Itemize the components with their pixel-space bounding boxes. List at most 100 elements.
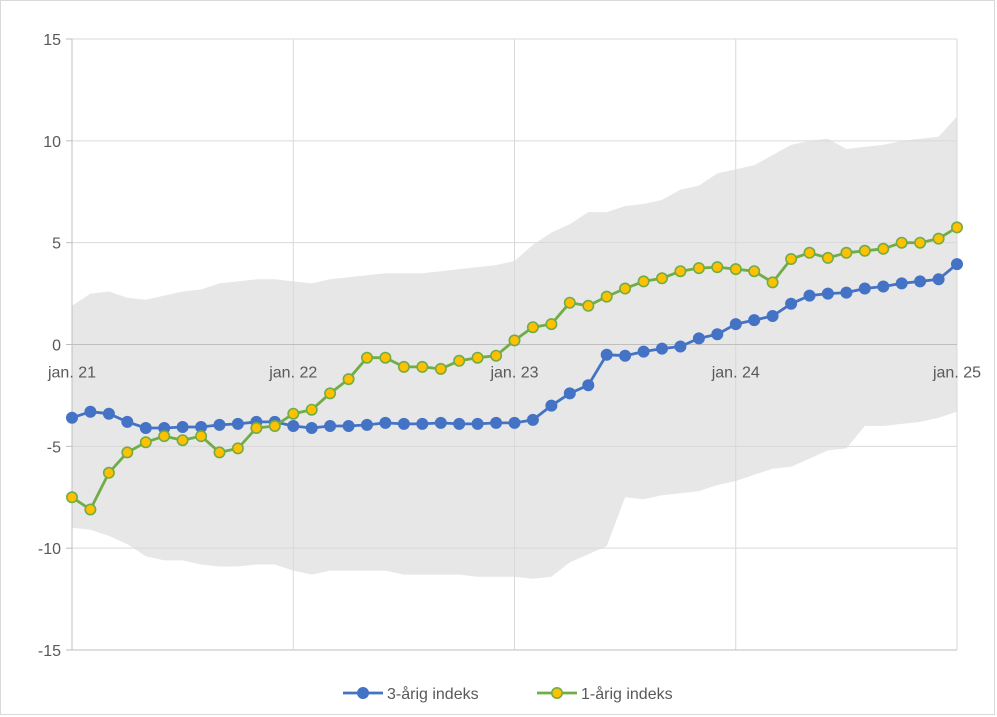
- legend-item: 3-årig indeks: [343, 685, 479, 703]
- data-point: [324, 419, 337, 432]
- data-point: [619, 349, 632, 362]
- series-layer: [66, 221, 963, 516]
- data-point: [545, 318, 558, 331]
- data-point: [397, 360, 410, 373]
- y-tick-label: 5: [52, 236, 61, 253]
- data-point: [305, 403, 318, 416]
- legend-label: 3-årig indeks: [387, 685, 479, 703]
- data-point: [360, 351, 373, 364]
- data-point: [692, 332, 705, 345]
- data-point: [508, 334, 521, 347]
- data-point: [655, 272, 668, 285]
- data-point: [692, 262, 705, 275]
- data-point: [711, 261, 724, 274]
- data-point: [176, 434, 189, 447]
- data-point: [821, 287, 834, 300]
- data-point: [231, 442, 244, 455]
- data-point: [655, 342, 668, 355]
- data-point: [950, 258, 963, 271]
- data-point: [895, 236, 908, 249]
- series-2: [66, 221, 963, 516]
- data-point: [213, 446, 226, 459]
- y-tick-labels: 15 10 5 0 -5 -10 -15: [38, 32, 61, 660]
- legend-label: 1-årig indeks: [581, 685, 673, 703]
- data-point: [471, 351, 484, 364]
- data-point: [268, 419, 281, 432]
- data-point: [416, 360, 429, 373]
- data-point: [582, 379, 595, 392]
- data-point: [545, 399, 558, 412]
- data-point: [342, 419, 355, 432]
- data-point: [397, 417, 410, 430]
- data-point: [453, 417, 466, 430]
- y-tick-label: -15: [38, 643, 61, 660]
- data-point: [453, 354, 466, 367]
- data-point: [729, 263, 742, 276]
- legend: 3-årig indeks 1-årig indeks: [343, 685, 673, 703]
- data-point: [84, 503, 97, 516]
- y-tick-label: -10: [38, 541, 61, 558]
- data-point: [748, 314, 761, 327]
- x-tick-label: jan. 21: [47, 365, 96, 382]
- data-point: [582, 299, 595, 312]
- data-point: [729, 318, 742, 331]
- data-point: [213, 418, 226, 431]
- y-tick-label: 10: [43, 134, 61, 151]
- data-point: [895, 277, 908, 290]
- data-point: [563, 296, 576, 309]
- data-point: [803, 289, 816, 302]
- y-tick-label: 15: [43, 32, 61, 49]
- data-point: [803, 246, 816, 259]
- data-point: [434, 416, 447, 429]
- data-point: [342, 373, 355, 386]
- data-point: [360, 418, 373, 431]
- data-point: [471, 417, 484, 430]
- data-point: [287, 419, 300, 432]
- series-1: [66, 258, 963, 434]
- data-point: [526, 413, 539, 426]
- data-point: [914, 236, 927, 249]
- data-point: [195, 430, 208, 443]
- data-point: [840, 246, 853, 259]
- data-point: [250, 421, 263, 434]
- data-point: [305, 421, 318, 434]
- data-point: [231, 417, 244, 430]
- data-point: [821, 251, 834, 264]
- data-point: [766, 276, 779, 289]
- data-point: [914, 275, 927, 288]
- data-point: [785, 253, 798, 266]
- y-tick-label: -5: [47, 439, 61, 456]
- data-point: [637, 275, 650, 288]
- data-point: [674, 340, 687, 353]
- data-point: [877, 280, 890, 293]
- data-point: [121, 446, 134, 459]
- data-point: [287, 407, 300, 420]
- data-point: [139, 421, 152, 434]
- data-point: [490, 416, 503, 429]
- data-point: [508, 416, 521, 429]
- data-point: [932, 273, 945, 286]
- data-point: [158, 430, 171, 443]
- y-tick-label: 0: [52, 338, 61, 355]
- data-point: [858, 282, 871, 295]
- data-point: [600, 348, 613, 361]
- data-point: [563, 387, 576, 400]
- data-point: [379, 351, 392, 364]
- data-point: [139, 436, 152, 449]
- data-point: [121, 415, 134, 428]
- x-tick-labels: jan. 21 jan. 22 jan. 23 jan. 24 jan. 25: [47, 365, 981, 382]
- data-point: [748, 265, 761, 278]
- data-point: [950, 221, 963, 234]
- data-point: [674, 265, 687, 278]
- x-tick-label: jan. 25: [932, 365, 981, 382]
- data-point: [877, 242, 890, 255]
- data-point: [176, 420, 189, 433]
- data-point: [932, 232, 945, 245]
- data-point: [490, 349, 503, 362]
- data-point: [66, 491, 79, 504]
- data-point: [324, 387, 337, 400]
- data-point: [379, 416, 392, 429]
- data-point: [434, 362, 447, 375]
- data-point: [66, 411, 79, 424]
